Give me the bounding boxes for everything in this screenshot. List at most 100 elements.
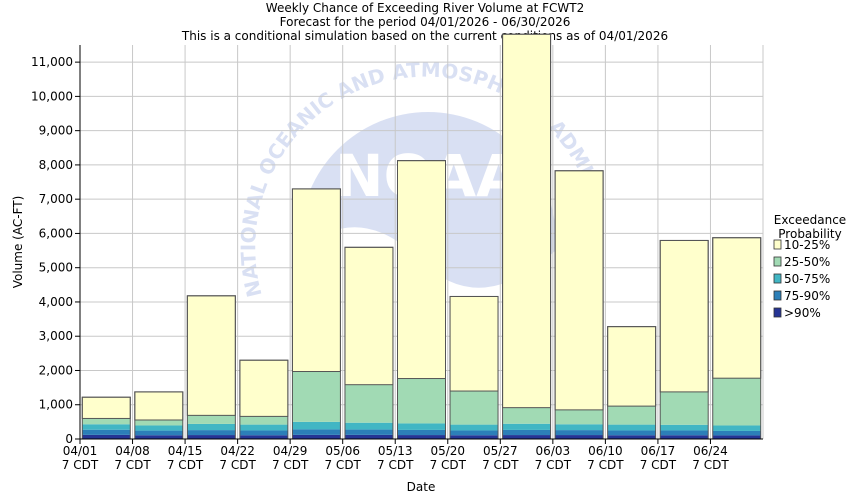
bar-segment-10-25- [712, 237, 762, 379]
bar-segment--90- [344, 434, 393, 439]
bar-segment--90- [397, 435, 446, 439]
y-tick-label: 10,000 [31, 89, 73, 103]
x-tick-label-date: 04/08 [115, 444, 150, 458]
x-axis-title: Date [407, 480, 436, 494]
x-tick-label-time: 7 CDT [62, 458, 99, 472]
bar-segment-50-75- [134, 425, 183, 431]
bar-segment-10-25- [659, 239, 709, 393]
bar-segment-75-90- [660, 430, 709, 436]
bar-segment-25-50- [397, 378, 446, 424]
x-tick-label-date: 06/17 [641, 444, 676, 458]
bar-segment-50-75- [502, 423, 551, 430]
bar-segment-75-90- [502, 429, 551, 436]
chart-title-line-2: Forecast for the period 04/01/2026 - 06/… [280, 15, 571, 29]
bar-segment-10-25- [291, 188, 341, 373]
bar-segment-10-25- [449, 295, 499, 392]
x-tick-label-date: 04/29 [273, 444, 308, 458]
legend-title-line-1: Exceedance [774, 213, 846, 227]
x-tick-label-date: 05/13 [378, 444, 413, 458]
x-tick-label-date: 05/27 [483, 444, 518, 458]
bar-segment-75-90- [450, 430, 499, 436]
y-tick-label: 1,000 [39, 398, 73, 412]
x-tick-label-date: 04/15 [168, 444, 203, 458]
chart-title-line-1: Weekly Chance of Exceeding River Volume … [266, 1, 584, 15]
x-tick-label-date: 06/24 [693, 444, 728, 458]
y-tick-label: 0 [65, 432, 73, 446]
bar-segment--90- [607, 435, 656, 439]
bar-segment-10-25- [502, 33, 552, 409]
y-tick-label: 5,000 [39, 261, 73, 275]
legend-label: 75-90% [784, 289, 830, 303]
bar-segment-75-90- [239, 430, 288, 436]
bar-segment--90- [660, 435, 709, 439]
bar-segment-50-75- [660, 424, 709, 431]
bar-segment--90- [502, 435, 551, 439]
legend-swatch [773, 273, 782, 284]
x-tick-label-date: 06/03 [536, 444, 571, 458]
y-tick-label: 6,000 [39, 226, 73, 240]
bar-segment-10-25- [397, 160, 446, 380]
bar-segment-50-75- [239, 424, 288, 431]
legend-swatch [773, 290, 782, 301]
legend-label: 50-75% [784, 272, 830, 286]
legend-label: >90% [784, 306, 821, 320]
bar-segment-25-50- [82, 418, 131, 425]
y-tick-label: 9,000 [39, 124, 73, 138]
bar-segment-50-75- [397, 423, 446, 430]
y-tick-label: 4,000 [39, 295, 73, 309]
y-axis-title: Volume (AC-FT) [11, 196, 25, 289]
x-tick-label-date: 06/10 [588, 444, 623, 458]
x-tick-label-time: 7 CDT [535, 458, 572, 472]
bar-segment-25-50- [607, 406, 656, 425]
x-tick-label-time: 7 CDT [482, 458, 519, 472]
legend: Exceedance Probability 10-25% 25-50% 50-75… [773, 213, 846, 320]
legend-swatch [773, 256, 782, 267]
bar-segment-25-50- [502, 407, 551, 424]
bar-segment-75-90- [344, 429, 393, 435]
bar-segment--90- [450, 435, 499, 439]
bar-segment-25-50- [660, 391, 709, 425]
x-tick-label-time: 7 CDT [377, 458, 414, 472]
x-tick-label-date: 05/20 [430, 444, 465, 458]
bar-segment--90- [187, 435, 236, 439]
bar-segment-75-90- [555, 430, 604, 436]
x-tick-label-date: 04/22 [220, 444, 255, 458]
y-tick-label: 7,000 [39, 192, 73, 206]
bar-segment--90- [292, 434, 341, 439]
bar-segment--90- [712, 435, 761, 439]
bar-segment-10-25- [81, 396, 131, 419]
x-tick-label-time: 7 CDT [692, 458, 729, 472]
x-tick-label-time: 7 CDT [430, 458, 467, 472]
bar-segment-75-90- [187, 430, 236, 436]
legend-swatch [773, 239, 782, 250]
x-tick-label-date: 05/06 [325, 444, 360, 458]
bar-segment-10-25- [554, 170, 604, 411]
chart-title-line-3: This is a conditional simulation based o… [181, 29, 668, 43]
bar-segment-50-75- [187, 423, 236, 431]
bar-segment-50-75- [712, 425, 761, 431]
bar-segment-25-50- [187, 415, 236, 424]
bar-segment--90- [82, 434, 131, 439]
bar-segment-10-25- [239, 359, 289, 417]
bar-segment-10-25- [134, 391, 184, 421]
bar-segment-50-75- [450, 424, 499, 431]
legend-label: 10-25% [784, 238, 830, 252]
bar-segment-50-75- [607, 424, 656, 431]
bar-segment-10-25- [607, 326, 657, 407]
x-tick-label-time: 7 CDT [219, 458, 256, 472]
bar-segment--90- [134, 435, 183, 439]
x-tick-label-time: 7 CDT [324, 458, 361, 472]
bar-segment-25-50- [712, 378, 761, 426]
y-tick-label: 11,000 [31, 55, 73, 69]
bar-segment-50-75- [82, 424, 131, 430]
bar-segment-75-90- [607, 430, 656, 436]
bar-segment-25-50- [134, 419, 183, 426]
x-tick-label-time: 7 CDT [640, 458, 677, 472]
axes: 0 1,000 2,000 3,000 4,000 5,000 6,000 7,000 8,00… [31, 45, 763, 472]
legend-title-line-2: Probability [778, 227, 841, 241]
y-tick-label: 2,000 [39, 363, 73, 377]
legend-label: 25-50% [784, 255, 830, 269]
bar-segment-50-75- [344, 422, 393, 430]
legend-swatch [773, 307, 782, 318]
